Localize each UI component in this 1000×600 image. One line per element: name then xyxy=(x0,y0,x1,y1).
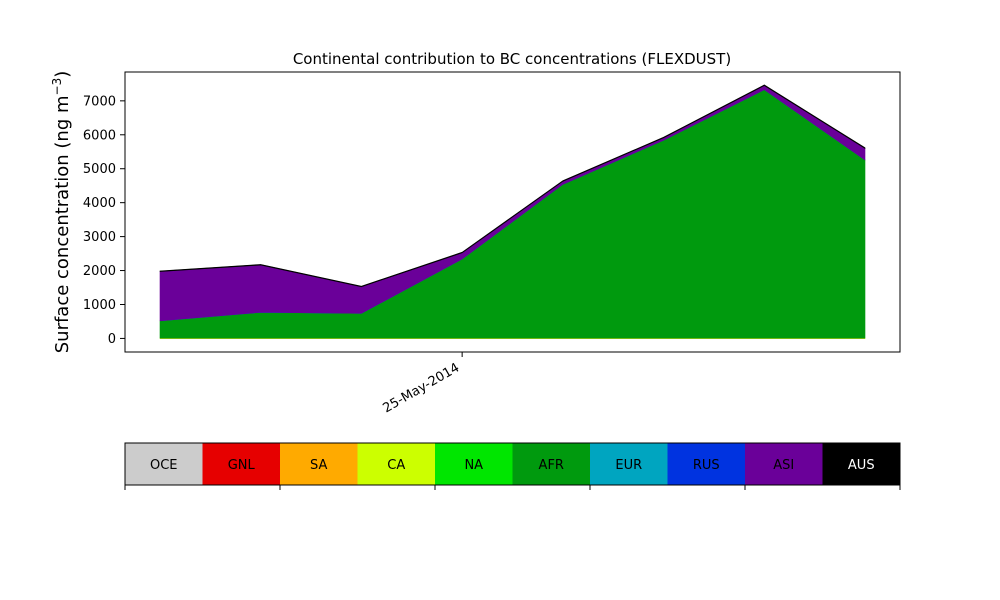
y-tick-label: 4000 xyxy=(83,196,116,211)
legend-label-aus: AUS xyxy=(848,458,875,473)
y-tick-label: 6000 xyxy=(83,128,116,143)
y-axis-label: Surface concentration (ng m−3) xyxy=(50,71,73,354)
legend-swatch-rus xyxy=(667,443,745,485)
legend-bar: OCE GNL SA CA NA AFR EUR RUS ASI AUS xyxy=(124,442,901,490)
y-tick-label: 3000 xyxy=(83,230,116,245)
y-tick-label: 1000 xyxy=(83,298,116,313)
x-tick-label: 25-May-2014 xyxy=(380,360,462,416)
plot-areas xyxy=(159,84,866,339)
legend-label-gnl: GNL xyxy=(228,458,256,473)
legend-label-oce: OCE xyxy=(150,458,178,473)
legend-swatch-gnl xyxy=(202,443,280,485)
legend-label-ca: CA xyxy=(387,458,405,473)
legend-label-sa: SA xyxy=(310,458,327,473)
legend-swatch-na xyxy=(435,443,513,485)
y-tick-label: 5000 xyxy=(83,162,116,177)
legend-swatch-eur xyxy=(590,443,668,485)
legend-swatch-oce xyxy=(125,443,203,485)
plot-frame xyxy=(124,71,901,353)
y-axis-label-superscript: −3 xyxy=(50,78,64,96)
legend-label-asi: ASI xyxy=(773,458,794,473)
legend-swatch-afr xyxy=(512,443,590,485)
y-axis: 0 1000 2000 3000 4000 5000 6000 7000 xyxy=(83,94,125,347)
legend-label-eur: EUR xyxy=(615,458,642,473)
x-axis: 25-May-2014 xyxy=(380,352,463,416)
y-tick-label: 2000 xyxy=(83,264,116,279)
y-axis-label-close: ) xyxy=(52,71,73,78)
legend-swatch-sa xyxy=(280,443,358,485)
y-tick-label: 7000 xyxy=(83,94,116,109)
legend-label-rus: RUS xyxy=(693,458,720,473)
y-axis-label-main: Surface concentration (ng m xyxy=(52,95,73,353)
legend-swatch-ca xyxy=(357,443,435,485)
legend-label-afr: AFR xyxy=(539,458,564,473)
y-tick-label: 0 xyxy=(108,332,116,347)
area-aus xyxy=(159,84,866,288)
chart-title: Continental contribution to BC concentra… xyxy=(293,50,731,68)
legend-swatch-aus xyxy=(822,443,900,485)
legend-label-na: NA xyxy=(464,458,483,473)
legend-swatch-asi xyxy=(745,443,823,485)
legend-frame xyxy=(124,442,901,486)
